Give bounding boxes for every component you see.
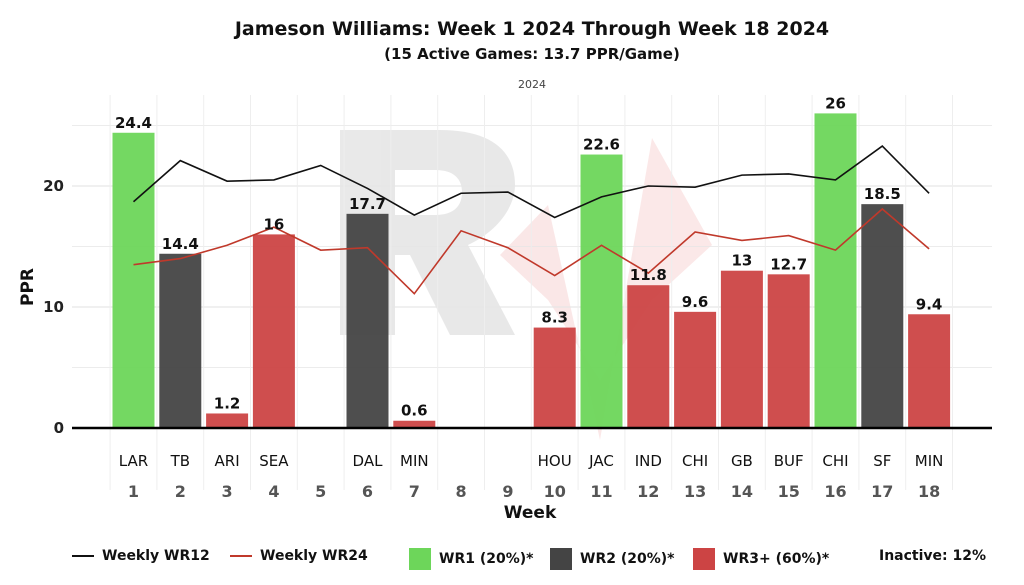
value-label-week-1: 24.4 — [115, 114, 152, 132]
legend-swatch-wr1 — [409, 548, 431, 570]
bar-week-14 — [720, 270, 763, 428]
value-label-week-12: 11.8 — [630, 266, 667, 284]
legend-swatch-wr3 — [693, 548, 715, 570]
week-tick-label-16: 16 — [824, 482, 846, 501]
bar-week-12 — [627, 285, 670, 428]
legend-label-inactive: Inactive: 12% — [879, 548, 987, 564]
week-tick-label-6: 6 — [362, 482, 373, 501]
value-labels: 24.4 14.4 1.2 16 17.7 0.6 8.3 22.6 11.8 9.6 13 12.7… — [115, 94, 942, 419]
legend-label-wr2: WR2 (20%)* — [580, 551, 675, 567]
week-tick-label-17: 17 — [871, 482, 893, 501]
bar-week-6 — [346, 213, 389, 428]
legend-label-wr1: WR1 (20%)* — [439, 551, 534, 567]
legend-swatch-wr2 — [550, 548, 572, 570]
value-label-week-11: 22.6 — [583, 136, 620, 154]
value-label-week-18: 9.4 — [916, 295, 943, 313]
opponent-label-week-15: BUF — [774, 452, 804, 470]
legend-item-wr3: WR3+ (60%)* — [693, 548, 829, 570]
opponent-label-week-16: CHI — [822, 452, 848, 470]
week-tick-label-13: 13 — [684, 482, 706, 501]
opponent-label-week-7: MIN — [400, 452, 429, 470]
legend-item-wr2: WR2 (20%)* — [550, 548, 674, 570]
week-tick-label-18: 18 — [918, 482, 940, 501]
line-weekly-wr12 — [132, 145, 930, 219]
chart-year-label: 2024 — [518, 78, 546, 91]
chart-grid — [72, 95, 992, 490]
bar-series — [112, 113, 951, 429]
opponent-label-week-4: SEA — [259, 452, 289, 470]
opponent-label-week-10: HOU — [538, 452, 572, 470]
opponent-label-week-6: DAL — [353, 452, 384, 470]
week-tick-label-4: 4 — [268, 482, 279, 501]
opponent-label-week-11: JAC — [588, 452, 614, 470]
bar-week-3 — [206, 413, 249, 428]
value-label-week-10: 8.3 — [541, 309, 568, 327]
value-label-week-13: 9.6 — [682, 293, 709, 311]
bar-week-4 — [252, 234, 295, 428]
y-axis: 0 10 20 — [43, 177, 64, 437]
chart-subtitle: (15 Active Games: 13.7 PPR/Game) — [384, 45, 680, 63]
bar-week-11 — [580, 154, 623, 429]
value-label-week-16: 26 — [825, 94, 846, 112]
legend-item-wr24: Weekly WR24 — [230, 548, 368, 564]
opponent-label-week-18: MIN — [915, 452, 944, 470]
week-tick-label-3: 3 — [222, 482, 233, 501]
week-tick-label-8: 8 — [456, 482, 467, 501]
value-label-week-7: 0.6 — [401, 402, 428, 420]
value-label-week-3: 1.2 — [214, 394, 241, 412]
legend-label-wr12: Weekly WR12 — [102, 548, 210, 564]
bar-week-17 — [861, 204, 904, 428]
line-weekly-wr24 — [133, 207, 930, 295]
opponent-label-week-3: ARI — [215, 452, 240, 470]
legend-item-wr1: WR1 (20%)* — [409, 548, 533, 570]
week-tick-label-5: 5 — [315, 482, 326, 501]
x-axis-title: Week — [504, 503, 557, 523]
y-tick-label-20: 20 — [43, 177, 64, 195]
bar-week-16 — [814, 113, 857, 429]
x-axis: LAR 1 TB 2 ARI 3 SEA 4 5 DAL 6 MIN 7 8 9 HOU 10 JAC 11 IND 1… — [72, 426, 992, 501]
opponent-label-week-13: CHI — [682, 452, 708, 470]
opponent-label-week-12: IND — [635, 452, 662, 470]
week-tick-label-2: 2 — [175, 482, 186, 501]
week-tick-label-7: 7 — [409, 482, 420, 501]
bar-week-18 — [908, 314, 951, 428]
value-label-week-15: 12.7 — [770, 255, 807, 273]
legend-item-wr12: Weekly WR12 — [72, 548, 210, 564]
chart-legend: Weekly WR12 Weekly WR24 WR1 (20%)* WR2 (… — [0, 548, 1024, 572]
week-tick-label-11: 11 — [590, 482, 612, 501]
value-label-week-14: 13 — [731, 252, 752, 270]
week-tick-label-1: 1 — [128, 482, 139, 501]
opponent-label-week-14: GB — [731, 452, 753, 470]
value-label-week-4: 16 — [263, 215, 284, 233]
legend-swatch-wr24 — [230, 555, 252, 557]
bar-week-13 — [674, 311, 717, 428]
opponent-label-week-17: SF — [873, 452, 891, 470]
value-label-week-2: 14.4 — [162, 235, 199, 253]
legend-label-wr24: Weekly WR24 — [260, 548, 368, 564]
bar-week-7 — [393, 420, 436, 428]
value-label-week-6: 17.7 — [349, 195, 386, 213]
legend-swatch-wr12 — [72, 555, 94, 557]
value-label-week-17: 18.5 — [864, 185, 901, 203]
y-tick-label-0: 0 — [54, 419, 64, 437]
bar-week-1 — [112, 132, 155, 428]
week-tick-label-10: 10 — [544, 482, 566, 501]
opponent-label-week-1: LAR — [119, 452, 148, 470]
y-tick-label-10: 10 — [43, 298, 64, 316]
week-tick-label-9: 9 — [502, 482, 513, 501]
bar-week-15 — [767, 274, 810, 428]
week-tick-label-12: 12 — [637, 482, 659, 501]
week-tick-label-15: 15 — [778, 482, 800, 501]
legend-item-inactive: Inactive: 12% — [879, 548, 986, 564]
line-series — [132, 145, 930, 295]
legend-label-wr3: WR3+ (60%)* — [723, 551, 830, 567]
bar-week-2 — [159, 253, 202, 428]
week-tick-label-14: 14 — [731, 482, 753, 501]
y-axis-title: PPR — [18, 268, 38, 306]
chart-title: Jameson Williams: Week 1 2024 Through We… — [234, 18, 830, 40]
bar-week-10 — [533, 327, 576, 428]
opponent-label-week-2: TB — [170, 452, 190, 470]
